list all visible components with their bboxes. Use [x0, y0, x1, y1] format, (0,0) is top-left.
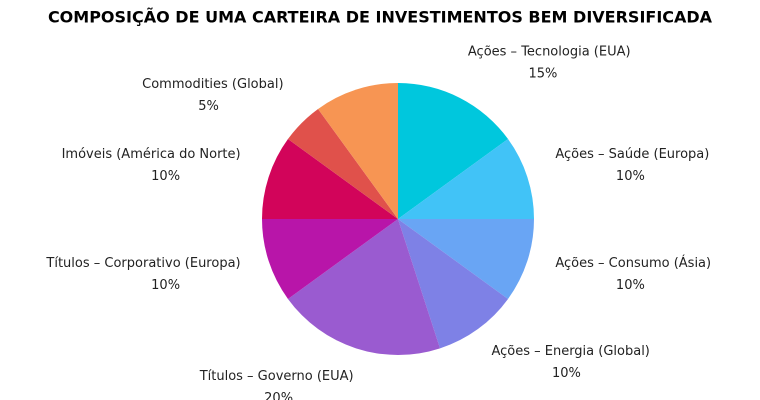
value-label: 10%: [616, 169, 645, 184]
pie-slice: [398, 83, 509, 219]
value-label: 5%: [198, 99, 219, 114]
slice-label: Ações – Saúde (Europa): [555, 147, 709, 162]
pie-slice: [398, 219, 534, 299]
value-label: 10%: [151, 169, 180, 184]
slice-label: Ações – Tecnologia (EUA): [468, 45, 631, 60]
slice-label: Títulos – Corporativo (Europa): [45, 256, 240, 271]
pie-slice: [398, 219, 509, 349]
value-label: 15%: [528, 67, 557, 82]
pie-slice: [262, 139, 398, 219]
pie-slice: [318, 83, 398, 219]
pie-slice: [262, 219, 398, 299]
pie-slice: [287, 108, 398, 219]
slice-label: Commodities (Global): [142, 77, 283, 92]
pie-slice: [287, 219, 441, 355]
chart-title: COMPOSIÇÃO DE UMA CARTEIRA DE INVESTIMEN…: [48, 8, 713, 27]
slice-label: Imóveis (América do Norte): [62, 147, 241, 162]
slice-label: Títulos – Governo (EUA): [199, 369, 354, 384]
slice-label: Ações – Consumo (Ásia): [555, 255, 711, 271]
value-label: 10%: [552, 366, 581, 381]
slice-label: Ações – Energia (Global): [491, 344, 649, 359]
pie-slice: [398, 139, 534, 219]
value-label: 10%: [151, 278, 180, 293]
value-label: 20%: [264, 391, 293, 400]
value-label: 10%: [616, 278, 645, 293]
